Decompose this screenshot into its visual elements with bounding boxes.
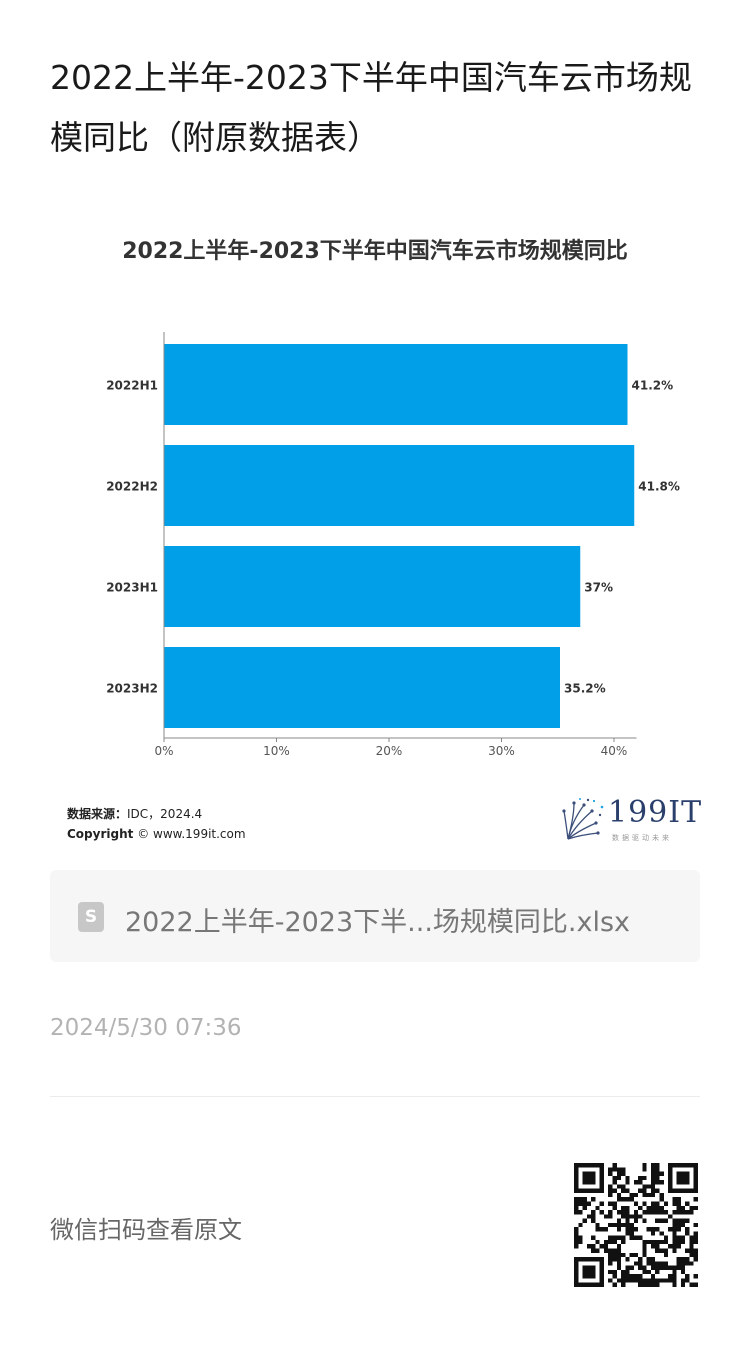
- article-title: 2022上半年-2023下半年中国汽车云市场规模同比（附原数据表）: [50, 58, 692, 157]
- data-label: 37%: [584, 581, 613, 595]
- dandelion-icon: [562, 798, 604, 840]
- qr-modules: [574, 1163, 698, 1287]
- qr-label: 微信扫码查看原文: [50, 1216, 242, 1244]
- attachment-file-name[interactable]: 2022上半年-2023下半...场规模同比.xlsx: [125, 907, 631, 938]
- copyright: Copyright © www.199it.com: [67, 827, 246, 841]
- x-tick-label: 30%: [488, 744, 515, 758]
- x-tick-label: 20%: [376, 744, 403, 758]
- bar-2023h1: [164, 546, 581, 627]
- logo-subtext: 数据驱动未来: [612, 835, 672, 842]
- category-label: 2022H1: [106, 379, 158, 393]
- category-label: 2022H2: [106, 480, 158, 494]
- x-tick-label: 10%: [263, 744, 290, 758]
- logo-text: 199IT: [608, 795, 703, 830]
- brand-logo: 199IT 数据驱动未来: [558, 795, 701, 845]
- data-source: 数据来源：IDC，2024.4: [67, 805, 202, 822]
- bar-2022h1: [164, 344, 628, 425]
- category-label: 2023H1: [106, 581, 158, 595]
- data-label: 41.8%: [638, 480, 680, 494]
- chart-title: 2022上半年-2023下半年中国汽车云市场规模同比: [122, 239, 628, 264]
- copyright-label: Copyright: [67, 827, 134, 841]
- chart-image: 2022上半年-2023下半年中国汽车云市场规模同比 41.2% 2022H1 41…: [50, 205, 701, 855]
- x-tick-label: 0%: [154, 744, 173, 758]
- bar-2022h2: [164, 445, 635, 526]
- spreadsheet-icon: S: [78, 902, 104, 932]
- data-source-label: 数据来源：: [67, 807, 128, 821]
- attachment-card[interactable]: S 2022上半年-2023下半...场规模同比.xlsx: [50, 870, 700, 962]
- data-source-text: IDC，2024.4: [127, 807, 203, 821]
- bar-chart: 41.2% 2022H1 41.8% 2022H2 37% 2023H1 35.2% 2023…: [106, 332, 680, 758]
- data-label: 35.2%: [564, 682, 606, 696]
- spreadsheet-icon-letter: S: [84, 907, 98, 927]
- publish-date: 2024/5/30 07:36: [50, 1015, 242, 1041]
- category-label: 2023H2: [106, 682, 158, 696]
- x-tick-label: 40%: [601, 744, 628, 758]
- data-label: 41.2%: [632, 379, 674, 393]
- divider: [50, 1096, 700, 1097]
- copyright-text: © www.199it.com: [137, 827, 246, 841]
- qr-code-icon[interactable]: [574, 1163, 698, 1287]
- bar-2023h2: [164, 647, 560, 728]
